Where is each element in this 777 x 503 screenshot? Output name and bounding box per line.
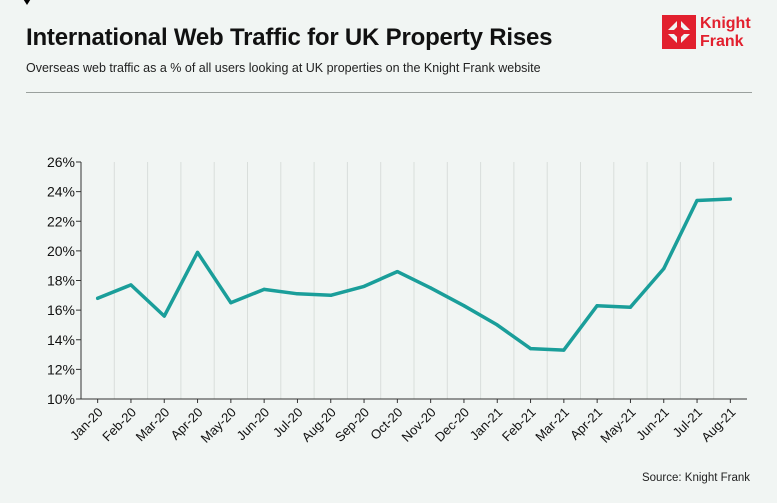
data-point [562, 348, 566, 352]
knight-frank-logo: Knight Frank [662, 15, 762, 55]
x-tick-label: Oct-20 [367, 405, 405, 443]
data-point [662, 267, 666, 271]
data-point [195, 250, 200, 254]
data-point [96, 296, 100, 300]
y-axis-ticks: 10% 12% 14% 16% 18% 20% 22% 24% 26% [47, 154, 81, 407]
x-tick-label: May-20 [198, 405, 239, 446]
data-point [395, 270, 399, 274]
data-point [528, 347, 533, 351]
y-tick-label: 10% [47, 391, 75, 407]
x-tick-label: Jun-21 [633, 405, 672, 444]
data-point [295, 292, 300, 296]
x-tick-label: Aug-20 [299, 405, 339, 445]
logo-line-1: Knight [700, 15, 751, 32]
y-tick-label: 12% [47, 361, 75, 377]
data-point [728, 197, 732, 201]
data-point [595, 304, 599, 308]
data-point [429, 286, 433, 290]
x-tick-label: Nov-20 [399, 405, 439, 445]
data-point [695, 198, 699, 203]
x-tick-label: Mar-21 [532, 405, 572, 445]
data-point [362, 284, 366, 289]
data-point [162, 314, 166, 318]
data-point [229, 301, 233, 305]
data-point [628, 305, 633, 309]
chart-subtitle: Overseas web traffic as a % of all users… [26, 61, 541, 75]
series-line [95, 197, 733, 352]
x-tick-label: Sep-20 [332, 405, 372, 445]
data-point [495, 323, 499, 327]
header-divider [26, 92, 752, 93]
data-point [329, 293, 333, 297]
x-tick-label: Feb-20 [99, 405, 139, 445]
chart-series [95, 197, 733, 352]
x-tick-label: May-21 [597, 405, 638, 446]
y-tick-label: 16% [47, 302, 75, 318]
y-tick-label: 14% [47, 332, 75, 348]
logo-mark-icon [662, 15, 696, 49]
logo-line-2: Frank [700, 33, 744, 50]
chart-grid [113, 162, 715, 399]
x-tick-label: Feb-21 [499, 405, 539, 445]
x-tick-label: Mar-20 [133, 405, 173, 445]
y-tick-label: 20% [47, 243, 75, 259]
data-point [462, 304, 466, 308]
x-axis-ticks: Jan-20Feb-20Mar-20Apr-20May-20Jun-20Jul-… [67, 399, 738, 446]
x-tick-label: Jun-20 [234, 405, 273, 444]
corner-marker [20, 0, 34, 5]
x-tick-label: Jan-21 [467, 405, 506, 444]
y-tick-label: 18% [47, 273, 75, 289]
y-tick-label: 26% [47, 154, 75, 170]
x-tick-label: Aug-21 [698, 405, 738, 445]
x-tick-label: Dec-20 [432, 405, 472, 445]
y-tick-label: 22% [47, 213, 75, 229]
source-note: Source: Knight Frank [641, 472, 750, 484]
logo-text: Knight Frank [700, 15, 751, 51]
x-tick-label: Jan-20 [67, 405, 106, 444]
chart-title: International Web Traffic for UK Propert… [26, 24, 553, 51]
y-tick-label: 24% [47, 184, 75, 200]
data-point [262, 287, 266, 291]
data-point [129, 283, 133, 287]
